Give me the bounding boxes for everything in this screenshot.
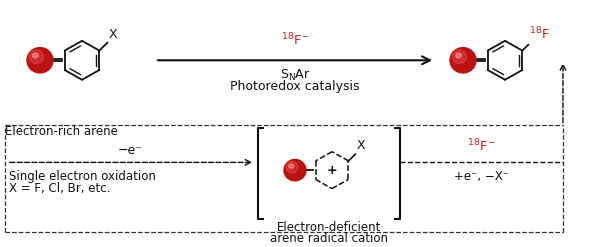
Text: $^{18}$F: $^{18}$F	[529, 25, 550, 42]
Ellipse shape	[456, 53, 461, 58]
Text: Photoredox catalysis: Photoredox catalysis	[230, 80, 360, 93]
Text: +e⁻, −X⁻: +e⁻, −X⁻	[454, 170, 509, 183]
Ellipse shape	[452, 50, 467, 64]
Ellipse shape	[29, 50, 43, 64]
Text: arene radical cation: arene radical cation	[270, 232, 388, 245]
Text: $^{18}$F$^{-}$: $^{18}$F$^{-}$	[467, 138, 496, 155]
Ellipse shape	[450, 48, 476, 73]
Ellipse shape	[284, 160, 306, 181]
Text: +: +	[327, 164, 337, 177]
Text: $\mathrm{S_NAr}$: $\mathrm{S_NAr}$	[280, 68, 311, 83]
Text: X: X	[108, 28, 117, 41]
Ellipse shape	[33, 53, 39, 58]
Text: Single electron oxidation: Single electron oxidation	[9, 170, 156, 183]
Text: −e⁻: −e⁻	[117, 144, 143, 157]
Text: Electron-rich arene: Electron-rich arene	[5, 125, 118, 138]
Text: Electron-deficient: Electron-deficient	[277, 221, 381, 234]
Ellipse shape	[286, 161, 298, 173]
Text: $^{18}$F$^{-}$: $^{18}$F$^{-}$	[281, 32, 309, 49]
Ellipse shape	[27, 48, 53, 73]
Text: X: X	[356, 139, 365, 152]
Ellipse shape	[289, 164, 294, 168]
Text: X = F, Cl, Br, etc.: X = F, Cl, Br, etc.	[9, 182, 110, 195]
